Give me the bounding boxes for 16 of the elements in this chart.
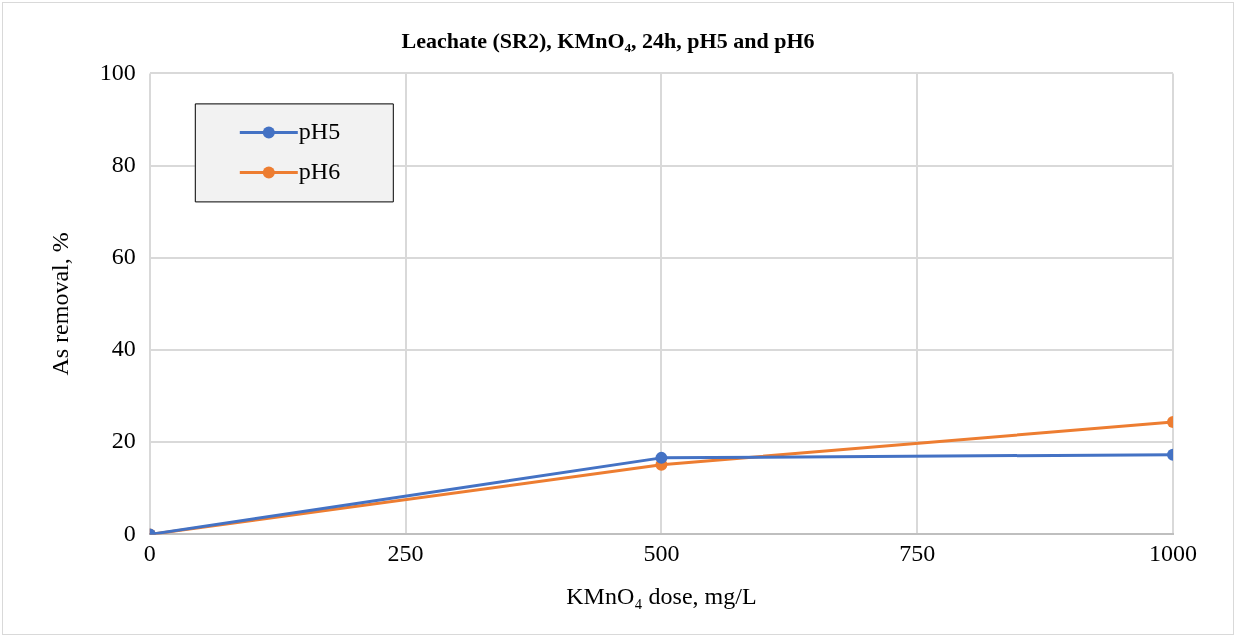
legend-label: pH5: [298, 117, 341, 144]
y-tick-label: 80: [111, 150, 136, 177]
x-tick-label: 250: [387, 540, 424, 567]
x-tick-label: 1000: [1149, 540, 1197, 567]
y-tick-label: 40: [111, 335, 136, 362]
x-axis-title: KMnO₄ dose, mg/L: [566, 582, 757, 609]
x-tick-label: 750: [899, 540, 936, 567]
y-tick-label: 0: [123, 519, 136, 546]
y-tick-label: 20: [111, 427, 136, 454]
x-tick-label: 500: [643, 540, 680, 567]
y-tick-label: 100: [99, 58, 136, 85]
y-axis-title: As removal, %: [46, 232, 73, 376]
chart-title: Leachate (SR2), KMnO₄, 24h, pH5 and pH6: [401, 27, 815, 53]
legend-label: pH6: [298, 157, 341, 184]
y-tick-label: 60: [111, 243, 136, 270]
x-tick-label: 0: [143, 540, 156, 567]
